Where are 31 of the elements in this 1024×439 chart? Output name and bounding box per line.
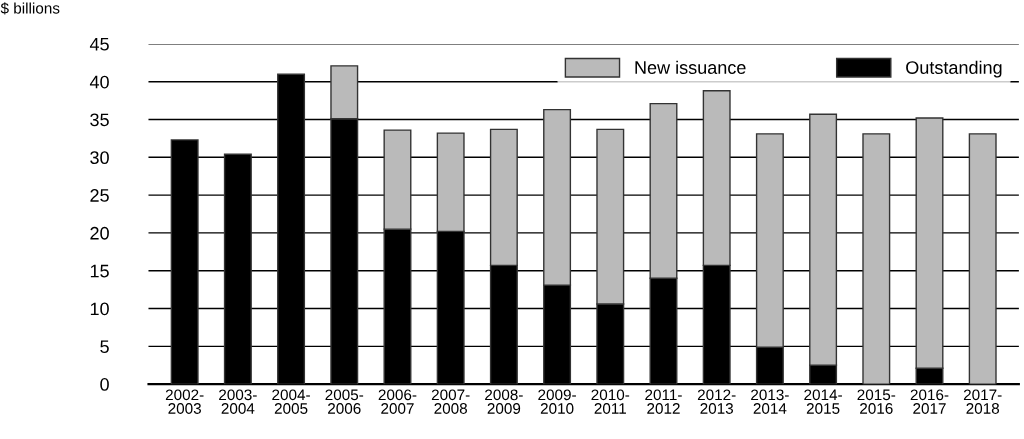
x-tick-label: 2003- 2004 [219,389,257,414]
y-tick-label: 15 [90,264,109,278]
y-axis-title: $ billions [0,2,60,15]
x-tick-label: 2017- 2018 [963,389,1002,414]
x-tick-label: 2004- 2005 [272,389,310,414]
y-tick-label: 10 [90,302,109,316]
y-tick-label: 45 [89,38,109,51]
y-tick-label: 30 [90,151,109,165]
y-tick-label: 25 [90,189,109,202]
y-tick-label: 40 [89,75,109,89]
x-tick-label: 2014- 2015 [804,389,842,414]
x-tick-label: 2016- 2017 [910,389,949,414]
x-tick-label: 2002- 2003 [165,389,204,414]
x-tick-label: 2010- 2011 [591,389,630,414]
y-tick-label: 0 [100,378,109,391]
x-tick-label: 2012- 2013 [697,389,736,414]
x-tick-label: 2008- 2009 [485,389,523,414]
x-tick-label: 2009- 2010 [538,389,576,414]
legend-label: New issuance [635,60,746,74]
x-tick-label: 2007- 2008 [431,389,470,414]
x-tick-label: 2011- 2012 [645,389,682,414]
bar [862,133,891,385]
x-tick-label: 2013- 2014 [751,389,789,414]
x-tick-label: 2005- 2006 [325,389,364,414]
bar [968,133,997,385]
y-tick-label: 20 [90,226,109,240]
x-tick-label: 2006- 2007 [378,389,417,414]
y-tick-label: 5 [100,340,109,354]
x-tick-label: 2015- 2016 [857,389,896,414]
legend-label: Outstanding [906,60,1002,78]
y-tick-label: 35 [90,113,109,127]
